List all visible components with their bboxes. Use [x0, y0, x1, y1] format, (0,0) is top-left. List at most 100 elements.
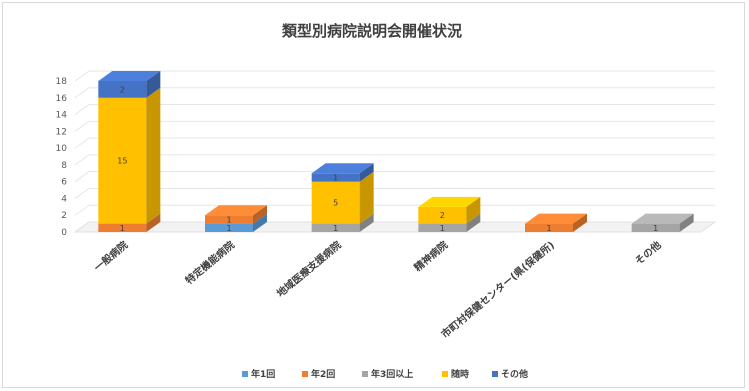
y-tick-label: 8 — [61, 161, 67, 171]
bar-top — [631, 213, 694, 224]
bar-side — [146, 71, 161, 98]
bar-segment: 5 — [311, 171, 374, 224]
data-label: 1 — [226, 215, 231, 224]
bar-segment: 1 — [311, 163, 374, 182]
legend-item: 年1回 — [242, 368, 275, 380]
legend-item: 年3回以上 — [362, 368, 413, 380]
bar-segment: 1 — [631, 213, 694, 233]
bar-front — [631, 223, 680, 232]
bar-side — [679, 213, 694, 232]
data-label: 2 — [120, 85, 125, 94]
gridline-side — [74, 104, 90, 115]
bar-front — [418, 223, 467, 232]
data-label: 15 — [117, 157, 127, 166]
bar-segment: 1 — [525, 213, 587, 233]
data-label: 1 — [333, 224, 338, 233]
gridline-side — [74, 137, 90, 149]
bar-segment: 15 — [98, 87, 161, 224]
chart-floor — [73, 221, 717, 233]
bar-side — [466, 213, 481, 232]
legend-label: その他 — [501, 368, 528, 380]
data-label: 1 — [653, 224, 658, 233]
y-tick-label: 10 — [56, 144, 68, 154]
bar-segment: 2 — [98, 71, 161, 98]
bar-segment: 1 — [205, 213, 267, 233]
legend-swatch — [302, 371, 308, 377]
bar-segment: 1 — [311, 213, 374, 233]
x-tick-label: 精神病院 — [411, 238, 450, 274]
legend-swatch — [242, 371, 248, 377]
y-tick-label: 12 — [56, 127, 67, 137]
bar-side — [359, 171, 374, 224]
gridline-side — [74, 154, 90, 166]
x-tick-label: 市町村保健センター(県(保健所) — [438, 238, 556, 340]
bar-front — [418, 206, 467, 224]
y-tick-label: 4 — [61, 194, 67, 204]
gridline-side — [74, 171, 90, 183]
y-tick-label: 6 — [61, 178, 67, 188]
bar-side — [466, 196, 481, 224]
gridline-side — [74, 204, 90, 216]
bar-side — [359, 213, 374, 232]
legend-item: その他 — [492, 368, 528, 380]
bar-side — [146, 87, 161, 224]
gridline-side — [74, 70, 90, 82]
y-tick-label: 16 — [56, 94, 68, 104]
bar-front — [525, 223, 573, 232]
bar-front — [205, 215, 253, 224]
bar-side — [253, 213, 267, 232]
legend-label: 年3回以上 — [371, 368, 413, 380]
data-label: 1 — [546, 224, 551, 233]
legend-item: 年2回 — [302, 368, 335, 380]
y-tick-label: 0 — [61, 228, 67, 238]
legend-item: 随時 — [442, 368, 469, 380]
bar-top — [525, 213, 587, 224]
y-axis: 0 2 4 6 8 10 12 14 16 18 — [56, 77, 68, 238]
x-tick-label: その他 — [632, 238, 663, 267]
legend-swatch — [442, 371, 448, 377]
data-label: 1 — [226, 224, 231, 233]
bar-top — [418, 196, 481, 207]
bar-segment: 1 — [418, 213, 481, 233]
bar-segment: 1 — [98, 213, 161, 233]
y-tick-label: 18 — [56, 77, 68, 87]
legend-swatch — [492, 371, 498, 377]
gridlines — [73, 70, 717, 233]
gridline-side — [74, 188, 90, 199]
chart-title: 類型別病院説明会開催状況 — [281, 22, 462, 40]
bar-top — [98, 71, 161, 81]
legend: 年1回 年2回 年3回以上 随時 その他 — [242, 368, 528, 380]
bar-segment: 2 — [418, 196, 481, 224]
gridline-side — [74, 87, 90, 99]
bar-front — [98, 81, 147, 98]
bar-side — [253, 205, 267, 224]
bar-front — [311, 223, 360, 232]
x-tick-label: 地域医療支援病院 — [274, 238, 344, 299]
bar-front — [98, 97, 147, 224]
bar-top — [205, 205, 267, 216]
data-label: 2 — [440, 211, 445, 220]
bar-front — [205, 223, 253, 232]
bar-side — [359, 163, 374, 182]
legend-swatch — [362, 371, 368, 377]
bar-side — [573, 213, 587, 232]
bar-top — [311, 163, 374, 174]
bar-side — [146, 213, 161, 232]
bar-segment: 1 — [205, 205, 267, 224]
legend-label: 年2回 — [311, 368, 335, 380]
data-label: 5 — [333, 199, 338, 208]
data-label: 1 — [333, 173, 338, 182]
legend-label: 随時 — [451, 368, 469, 380]
bar-front — [98, 223, 147, 232]
bar-front — [311, 181, 360, 224]
data-label: 1 — [440, 224, 445, 233]
bar-front — [311, 173, 360, 182]
x-tick-label: 一般病院 — [91, 238, 130, 274]
data-label: 1 — [120, 224, 125, 233]
gridline-side — [74, 120, 90, 132]
legend-label: 年1回 — [251, 368, 275, 380]
y-tick-label: 2 — [61, 211, 67, 221]
y-tick-label: 14 — [56, 111, 68, 121]
